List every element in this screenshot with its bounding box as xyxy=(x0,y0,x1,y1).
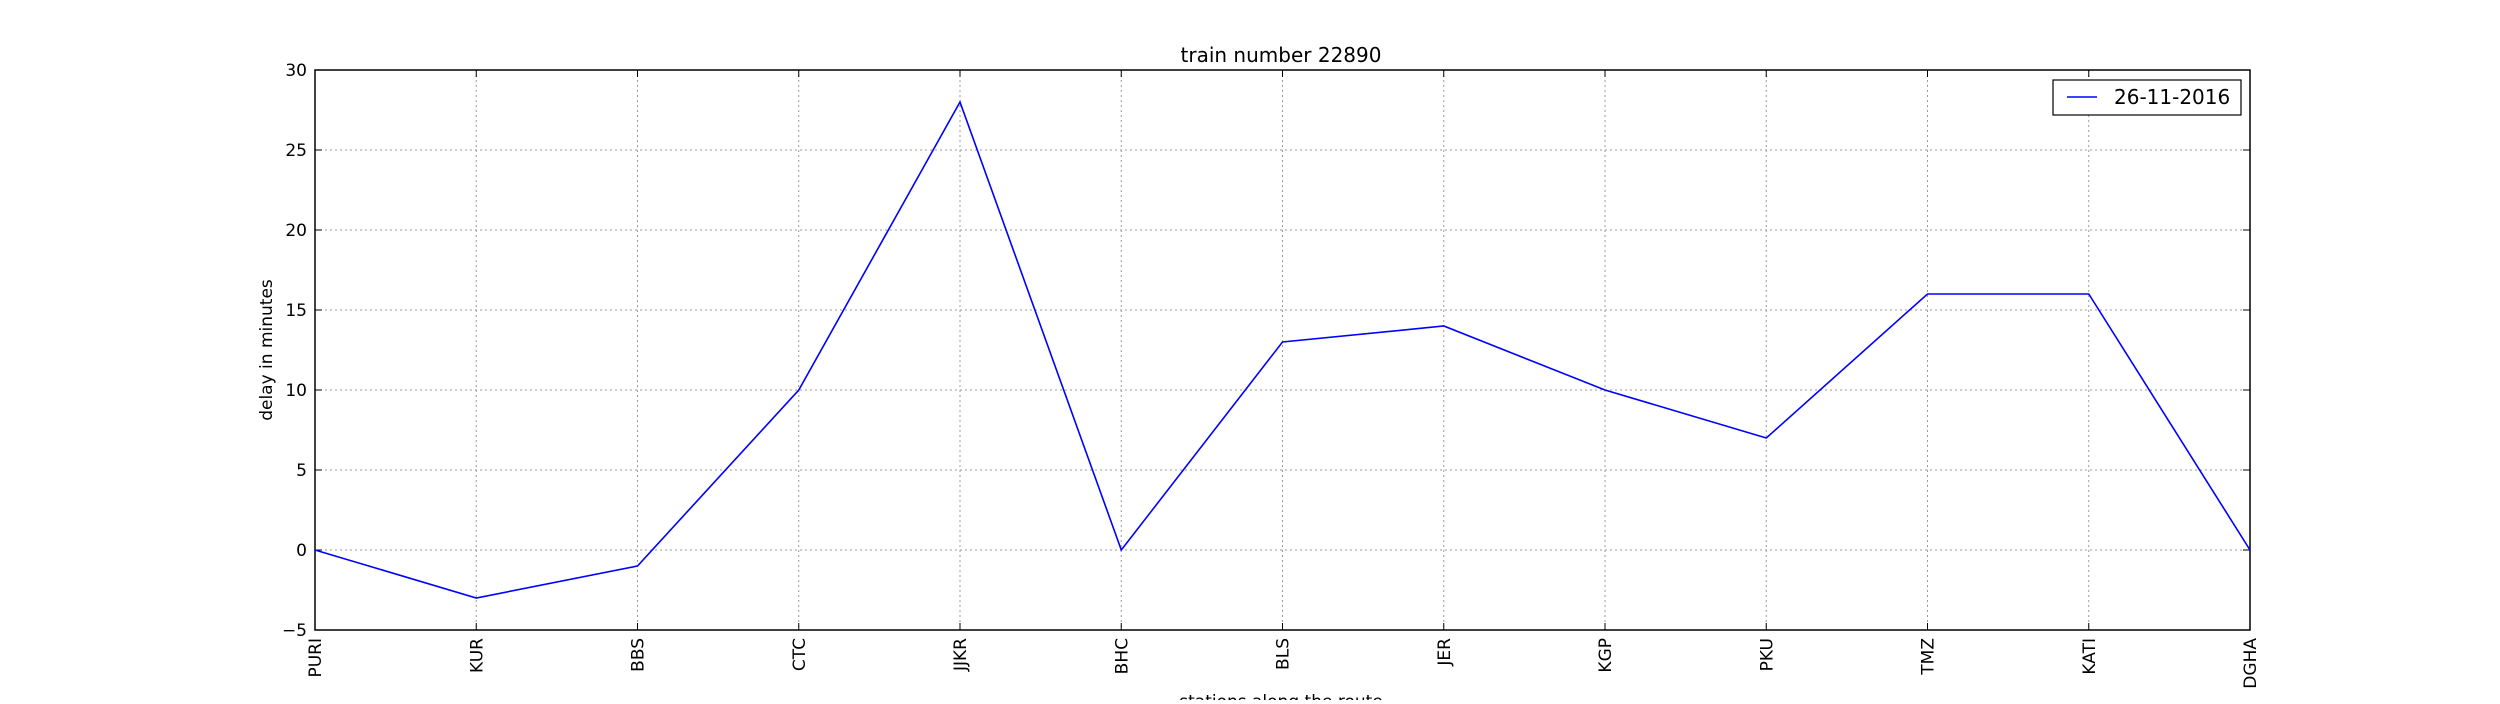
y-tick-label: 15 xyxy=(285,301,307,321)
x-tick-label: JER xyxy=(1435,638,1455,667)
series-layer xyxy=(314,100,2251,599)
y-tick-label: 30 xyxy=(285,61,307,81)
y-tick-label: 5 xyxy=(296,461,307,481)
y-tick-label: 10 xyxy=(285,381,307,401)
grid xyxy=(314,69,2251,631)
y-tick-label: −5 xyxy=(282,621,307,641)
tick-labels: −5 0 5 10 15 20 25 30 PURI KUR BBS CTC JJKR BHC BLS JER… xyxy=(282,61,2261,689)
x-tick-label: PKU xyxy=(1757,638,1777,671)
y-tick-label: 20 xyxy=(285,221,307,241)
legend-entry-label: 26-11-2016 xyxy=(2114,85,2230,109)
y-tick-label: 0 xyxy=(296,541,307,561)
legend: 26-11-2016 xyxy=(2052,79,2242,116)
x-tick-label: BHC xyxy=(1112,638,1132,674)
x-tick-label: BLS xyxy=(1274,638,1294,670)
x-tick-label: DGHA xyxy=(2241,638,2261,689)
series-line xyxy=(314,100,2251,599)
y-axis-label: delay in minutes xyxy=(257,279,277,421)
y-tick-label: 25 xyxy=(285,141,307,161)
x-tick-label: PURI xyxy=(306,638,326,678)
x-tick-label: JJKR xyxy=(951,638,971,672)
x-tick-label: BBS xyxy=(629,638,649,672)
x-tick-label: KUR xyxy=(467,638,487,673)
x-tick-label: TMZ xyxy=(1919,638,1939,676)
x-axis-label: stations along the route xyxy=(1179,692,1383,700)
x-tick-label: KGP xyxy=(1596,638,1616,673)
x-tick-label: CTC xyxy=(790,638,810,671)
chart-title: train number 22890 xyxy=(1181,43,1382,67)
x-tick-label: KATI xyxy=(2080,638,2100,675)
axes xyxy=(314,69,2251,631)
